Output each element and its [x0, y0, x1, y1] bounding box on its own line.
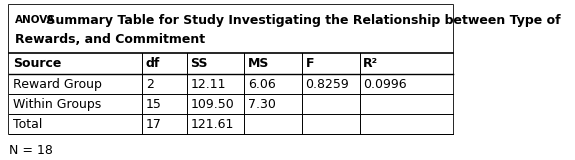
Text: 121.61: 121.61	[190, 118, 233, 131]
Text: Total: Total	[13, 118, 43, 131]
Text: R²: R²	[363, 57, 378, 70]
Text: Reward Group: Reward Group	[13, 78, 102, 91]
Text: N = 18: N = 18	[9, 144, 53, 157]
Text: Within Groups: Within Groups	[13, 98, 101, 111]
Text: 2: 2	[146, 78, 154, 91]
Text: 0.8259: 0.8259	[305, 78, 350, 91]
Text: 15: 15	[146, 98, 162, 111]
Text: F: F	[305, 57, 314, 70]
Text: SS: SS	[190, 57, 208, 70]
Text: Rewards, and Commitment: Rewards, and Commitment	[15, 33, 205, 46]
Text: ANOVA: ANOVA	[15, 15, 55, 25]
Text: 17: 17	[146, 118, 162, 131]
Bar	[9, 74, 453, 94]
Text: 7.30: 7.30	[248, 98, 276, 111]
Bar	[9, 114, 453, 134]
Bar	[9, 5, 453, 53]
Text: Summary Table for Study Investigating the Relationship between Type of: Summary Table for Study Investigating th…	[41, 14, 560, 27]
Text: MS: MS	[248, 57, 269, 70]
Text: Source: Source	[13, 57, 62, 70]
Text: 109.50: 109.50	[190, 98, 234, 111]
Bar	[9, 94, 453, 114]
Bar	[9, 53, 453, 74]
Text: df: df	[146, 57, 160, 70]
Bar	[9, 5, 453, 134]
Text: 0.0996: 0.0996	[363, 78, 407, 91]
Text: 6.06: 6.06	[248, 78, 275, 91]
Text: 12.11: 12.11	[190, 78, 226, 91]
